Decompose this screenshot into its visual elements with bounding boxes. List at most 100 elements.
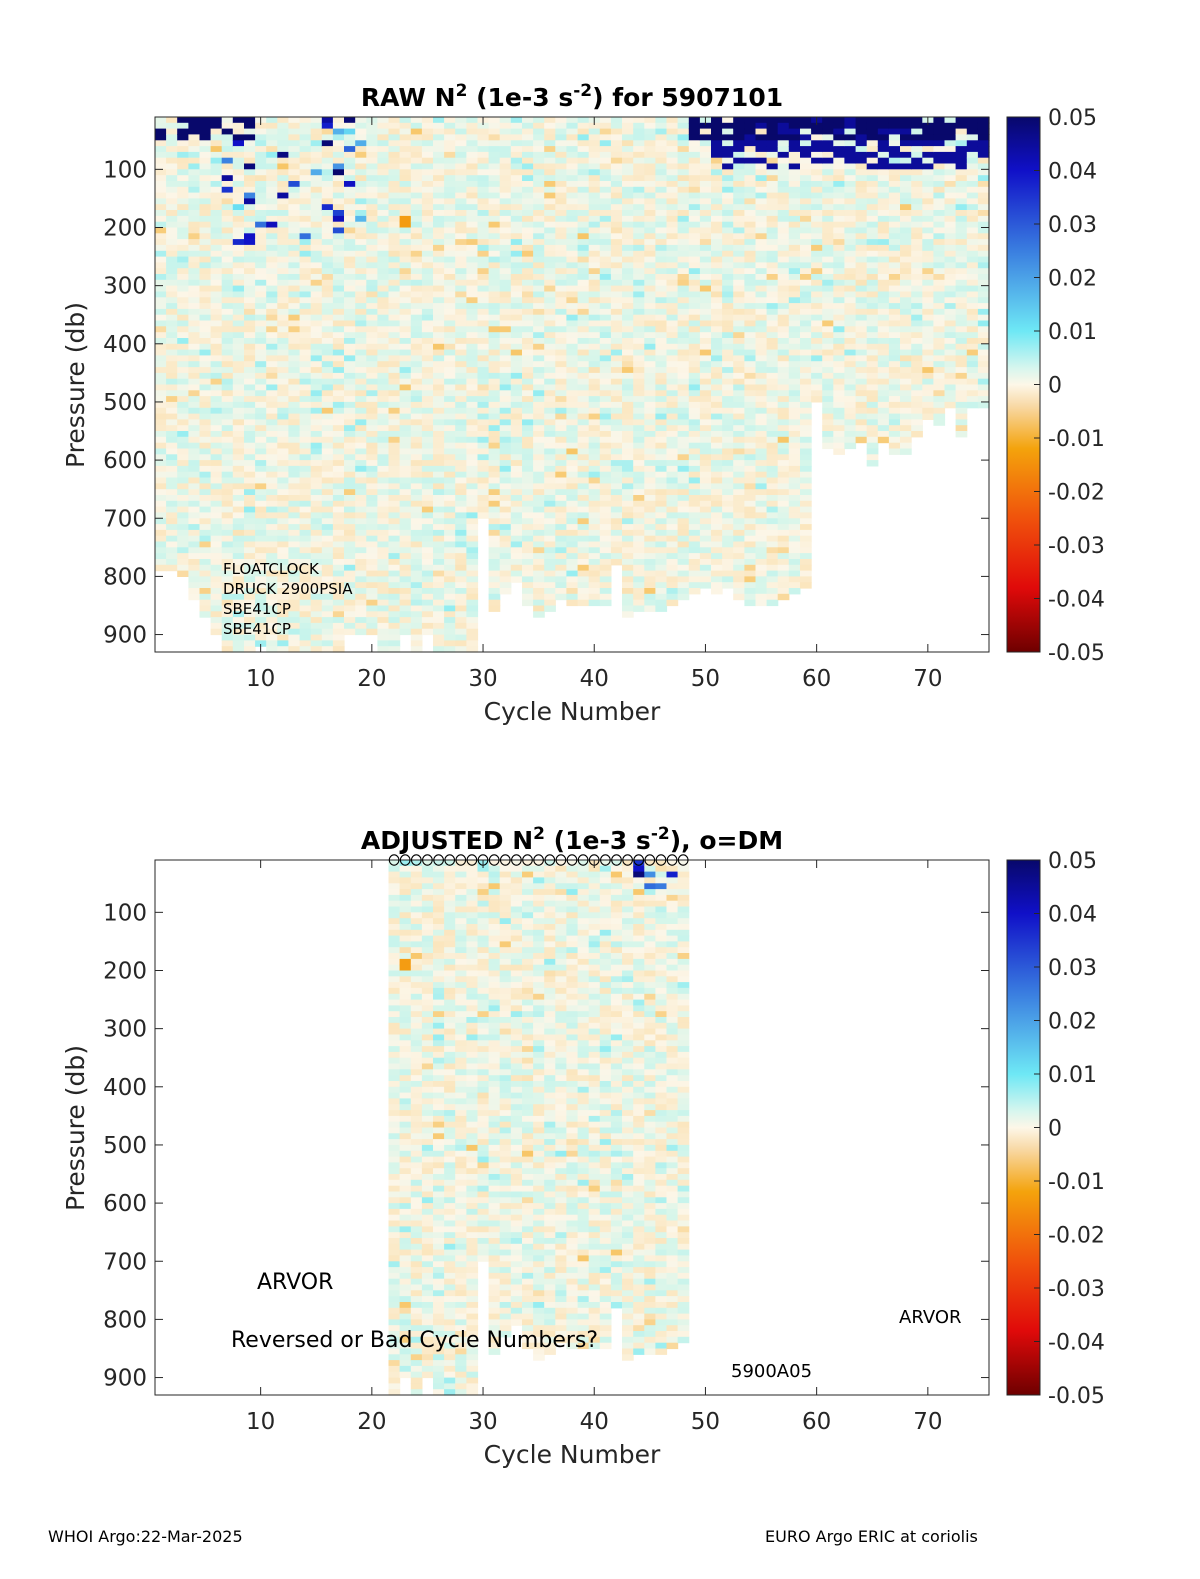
heatmap-cell: [266, 425, 278, 432]
heatmap-cell: [455, 570, 467, 577]
heatmap-cell: [499, 285, 512, 292]
heatmap-cell: [622, 506, 634, 513]
heatmap-cell: [255, 378, 267, 386]
heatmap-cell: [221, 559, 234, 566]
heatmap-cell: [699, 471, 712, 479]
heatmap-cell: [633, 314, 645, 322]
heatmap-cell: [622, 448, 634, 455]
heatmap-cell: [510, 210, 523, 217]
heatmap-cell: [488, 233, 501, 240]
heatmap-cell: [288, 518, 301, 525]
heatmap-cell: [477, 268, 490, 275]
heatmap-cell: [599, 349, 612, 356]
heatmap-cell: [277, 314, 289, 322]
heatmap-cell: [310, 489, 323, 496]
heatmap-cell: [533, 401, 545, 409]
heatmap-cell: [310, 268, 323, 275]
heatmap-cell: [755, 285, 768, 292]
heatmap-cell: [510, 320, 523, 327]
heatmap-cell: [533, 535, 545, 543]
heatmap-cell: [455, 564, 467, 572]
heatmap-cell: [232, 157, 245, 165]
heatmap-cell: [499, 361, 512, 368]
heatmap-cell: [599, 460, 612, 467]
heatmap-cell: [444, 506, 456, 513]
heatmap-cell: [644, 471, 656, 479]
heatmap-cell: [177, 285, 189, 292]
heatmap-cell: [599, 564, 612, 572]
heatmap-cell: [421, 349, 434, 356]
heatmap-cell: [277, 198, 289, 205]
heatmap-cell: [288, 559, 301, 566]
heatmap-cell: [455, 186, 467, 194]
heatmap-cell: [410, 547, 423, 554]
heatmap-cell: [666, 535, 679, 543]
heatmap-cell: [166, 128, 178, 135]
heatmap-cell: [410, 175, 423, 182]
heatmap-cell: [366, 541, 378, 548]
heatmap-cell: [744, 169, 757, 176]
heatmap-cell: [666, 553, 679, 560]
heatmap-cell: [433, 361, 445, 368]
heatmap-cell: [466, 407, 479, 415]
heatmap-cell: [633, 576, 645, 583]
heatmap-cell: [655, 448, 668, 455]
heatmap-cell: [188, 396, 201, 403]
heatmap-cell: [399, 559, 412, 566]
heatmap-cell: [388, 215, 401, 223]
heatmap-cell: [577, 553, 590, 560]
heatmap-cell: [266, 384, 278, 391]
heatmap-cell: [188, 489, 201, 496]
heatmap-cell: [444, 262, 456, 269]
heatmap-cell: [722, 239, 734, 246]
heatmap-cell: [166, 320, 178, 327]
heatmap-cell: [688, 343, 701, 351]
heatmap-cell: [588, 489, 601, 496]
heatmap-cell: [555, 215, 567, 223]
heatmap-cell: [310, 314, 323, 322]
heatmap-cell: [466, 204, 479, 211]
heatmap-cell: [255, 628, 267, 636]
heatmap-cell: [433, 611, 445, 618]
heatmap-cell: [377, 553, 390, 560]
heatmap-cell: [522, 553, 534, 560]
heatmap-cell: [499, 477, 512, 484]
heatmap-cell: [299, 349, 312, 356]
heatmap-cell: [477, 378, 490, 386]
heatmap-cell: [477, 134, 490, 141]
heatmap-cell: [221, 529, 234, 537]
heatmap-cell: [499, 367, 512, 374]
heatmap-cell: [210, 524, 223, 531]
heatmap-cell: [699, 349, 712, 356]
heatmap-cell: [210, 338, 223, 345]
heatmap-cell: [588, 541, 601, 548]
heatmap-cell: [321, 483, 334, 490]
heatmap-cell: [644, 355, 656, 362]
heatmap-cell: [321, 262, 334, 269]
heatmap-cell: [410, 146, 423, 153]
heatmap-cell: [788, 332, 801, 339]
heatmap-cell: [677, 204, 690, 211]
heatmap-cell: [566, 274, 579, 281]
heatmap-cell: [155, 535, 167, 543]
heatmap-cell: [777, 274, 790, 281]
heatmap-cell: [744, 355, 757, 362]
heatmap-cell: [210, 553, 223, 560]
heatmap-cell: [344, 495, 356, 502]
heatmap-cell: [266, 617, 278, 624]
heatmap-cell: [577, 198, 590, 205]
heatmap-cell: [299, 146, 312, 153]
heatmap-cell: [510, 367, 523, 374]
heatmap-cell: [366, 343, 378, 351]
heatmap-cell: [221, 570, 234, 577]
heatmap-cell: [455, 605, 467, 612]
heatmap-cell: [399, 529, 412, 537]
heatmap-cell: [277, 436, 289, 444]
heatmap-cell: [410, 233, 423, 240]
heatmap-cell: [255, 367, 267, 374]
heatmap-cell: [677, 279, 690, 287]
heatmap-cell: [255, 559, 267, 566]
heatmap-cell: [221, 372, 234, 380]
heatmap-cell: [644, 343, 656, 351]
heatmap-cell: [622, 489, 634, 496]
